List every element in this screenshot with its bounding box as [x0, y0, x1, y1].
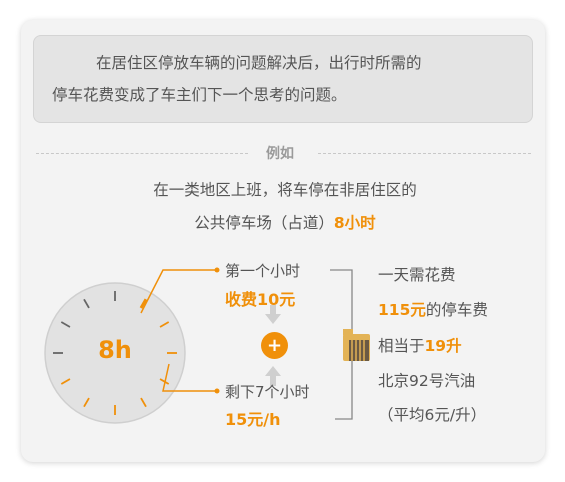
result-line-4: 北京92号汽油	[378, 372, 476, 390]
clock-tick	[140, 397, 147, 408]
clock-tick	[60, 321, 71, 328]
clock-tick	[159, 321, 170, 328]
connector-first-hour	[140, 269, 217, 314]
result-line-2-suffix: 的停车费	[425, 301, 488, 319]
first-hour-fee: 收费10元	[225, 286, 295, 310]
result-line-1: 一天需花费	[378, 266, 456, 284]
scenario-line-1: 在一类地区上班，将车停在非居住区的	[153, 181, 417, 199]
total-cost-highlight: 115元	[378, 301, 426, 319]
clock-tick	[60, 378, 71, 385]
result-line-3-prefix: 相当于	[378, 337, 425, 355]
clock-ticks	[53, 291, 177, 415]
first-hour-label: 第一个小时	[225, 262, 301, 280]
intro-line-2: 停车花费变成了车主们下一个思考的问题。	[52, 86, 347, 104]
clock-tick	[83, 397, 90, 408]
arrow-up-icon	[265, 366, 281, 386]
example-label: 例如	[266, 146, 294, 162]
scenario-line-2: 公共停车场（占道）8小时	[40, 211, 530, 233]
connector-dot-bottom	[214, 388, 220, 394]
scenario-line-2-text: 公共停车场（占道）	[194, 214, 334, 232]
remaining-hours-fee: 15元/h	[225, 406, 281, 430]
intro-line-1: 在居住区停放车辆的问题解决后，出行时所需的	[96, 54, 422, 72]
fuel-can-icon	[343, 329, 370, 361]
fuel-amount-highlight: 19升	[424, 337, 462, 355]
duration-highlight: 8小时	[333, 214, 376, 232]
result-line-5: （平均6元/升）	[378, 406, 487, 424]
connector-dot-top	[214, 267, 220, 273]
result-line-3: 相当于19升	[378, 334, 462, 356]
remaining-hours-fee-text: 15元/h	[225, 410, 281, 429]
clock-tick	[139, 298, 148, 309]
clock-icon	[44, 267, 370, 424]
intro-box: 在居住区停放车辆的问题解决后，出行时所需的 停车花费变成了车主们下一个思考的问题…	[33, 35, 533, 123]
clock-face	[44, 282, 186, 424]
connector-remaining	[162, 363, 217, 392]
clock-label: 8h	[98, 336, 132, 364]
plus-icon: +	[261, 332, 288, 359]
remaining-hours-label: 剩下7个小时	[225, 383, 310, 401]
result-line-2: 115元的停车费	[378, 298, 488, 320]
divider-left	[36, 153, 248, 154]
divider-right	[318, 153, 531, 154]
first-hour-fee-text: 收费10元	[225, 290, 296, 309]
arrow-down-icon	[265, 305, 281, 324]
clock-tick	[83, 298, 90, 309]
